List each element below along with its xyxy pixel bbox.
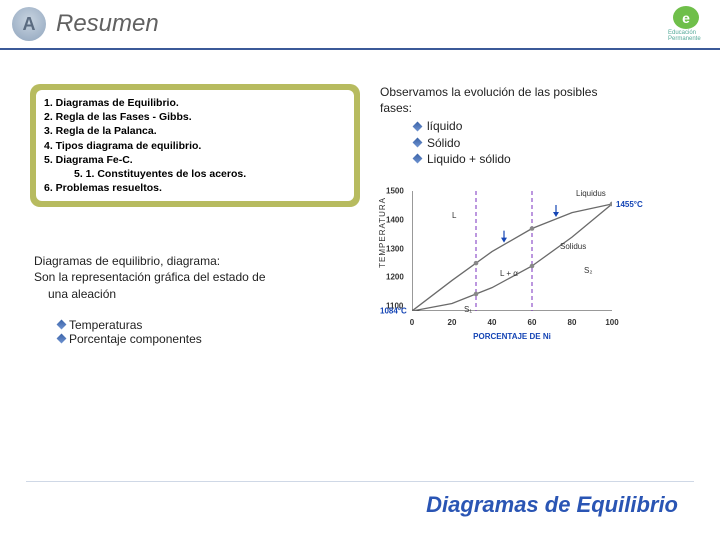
chart-annotation: Liquidus [576, 189, 606, 198]
obs-item: Sólido [414, 135, 690, 151]
footer-title: Diagramas de Equilibrio [426, 492, 678, 518]
toc-item: 5. 1. Constituyentes de los aceros. [44, 167, 346, 181]
toc-item: 4. Tipos diagrama de equilibrio. [44, 139, 346, 153]
def-bullet-label: Porcentaje componentes [69, 332, 202, 346]
chart-annotation: Solidus [560, 242, 586, 251]
x-tick-label: 100 [605, 318, 618, 327]
toc-item: 3. Regla de la Palanca. [44, 124, 346, 138]
header-bar: A Resumen e Educación Permanente [0, 0, 720, 50]
obs-line1: Observamos la evolución de las posibles [380, 84, 690, 100]
chart-annotation: 1455°C [616, 200, 643, 209]
toc-list: 1. Diagramas de Equilibrio.2. Regla de l… [36, 90, 354, 201]
toc-item: 5. Diagrama Fe-C. [44, 153, 346, 167]
x-tick-label: 80 [568, 318, 577, 327]
brand-logo: e Educación Permanente [668, 6, 704, 42]
def-bullet-item: Temperaturas [58, 318, 360, 332]
chart-annotation: L + α [500, 269, 518, 278]
chart-annotation: S₂ [584, 266, 592, 275]
x-tick-label: 40 [488, 318, 497, 327]
diag-def-l3: una aleación [34, 286, 360, 302]
diamond-bullet-icon [57, 320, 67, 330]
diagram-definition: Diagramas de equilibrio, diagrama: Son l… [30, 253, 360, 302]
obs-line2: fases: [380, 100, 690, 116]
header-left-icon: A [12, 7, 46, 41]
obs-item-label: líquido [427, 118, 462, 134]
diagram-def-bullets: TemperaturasPorcentaje componentes [30, 318, 360, 346]
obs-item-label: Sólido [427, 135, 460, 151]
diamond-bullet-icon [413, 154, 423, 164]
x-tick-label: 20 [448, 318, 457, 327]
obs-list: líquidoSólidoLiquido + sólido [380, 118, 690, 167]
obs-item-label: Liquido + sólido [427, 151, 511, 167]
phase-diagram-chart: TEMPERATURA 110012001300140015001084°C 0… [380, 183, 640, 343]
chart-annotation: S₁ [464, 305, 472, 314]
page-title: Resumen [56, 10, 159, 38]
diag-def-l2: Son la representación gráfica del estado… [34, 269, 360, 285]
y-origin-label: 1084°C [380, 306, 407, 315]
chart-y-axis-label: TEMPERATURA [378, 197, 387, 268]
diamond-bullet-icon [57, 334, 67, 344]
observation-text: Observamos la evolución de las posibles … [380, 84, 690, 167]
diag-def-l1: Diagramas de equilibrio, diagrama: [34, 253, 360, 269]
x-tick-label: 0 [410, 318, 414, 327]
def-bullet-item: Porcentaje componentes [58, 332, 360, 346]
obs-item: Liquido + sólido [414, 151, 690, 167]
footer-rule [26, 481, 694, 482]
toc-box: 1. Diagramas de Equilibrio.2. Regla de l… [30, 84, 360, 207]
y-tick-label: 1400 [386, 215, 404, 224]
y-tick-label: 1300 [386, 244, 404, 253]
y-tick-label: 1200 [386, 273, 404, 282]
header-left-icon-letter: A [23, 14, 36, 35]
brand-logo-circle: e [673, 6, 699, 29]
y-tick-label: 1500 [386, 186, 404, 195]
chart-x-axis-label: PORCENTAJE DE Ni [412, 332, 612, 341]
def-bullet-label: Temperaturas [69, 318, 142, 332]
diamond-bullet-icon [413, 138, 423, 148]
brand-logo-letter: e [682, 10, 690, 26]
toc-item: 2. Regla de las Fases - Gibbs. [44, 110, 346, 124]
toc-item: 1. Diagramas de Equilibrio. [44, 96, 346, 110]
brand-logo-caption: Educación Permanente [668, 30, 704, 42]
left-column: 1. Diagramas de Equilibrio.2. Regla de l… [30, 84, 360, 346]
toc-item: 6. Problemas resueltos. [44, 181, 346, 195]
x-tick-label: 60 [528, 318, 537, 327]
right-column: Observamos la evolución de las posibles … [380, 84, 690, 346]
chart-annotation: L [452, 211, 456, 220]
content-area: 1. Diagramas de Equilibrio.2. Regla de l… [0, 50, 720, 346]
diamond-bullet-icon [413, 122, 423, 132]
obs-item: líquido [414, 118, 690, 134]
